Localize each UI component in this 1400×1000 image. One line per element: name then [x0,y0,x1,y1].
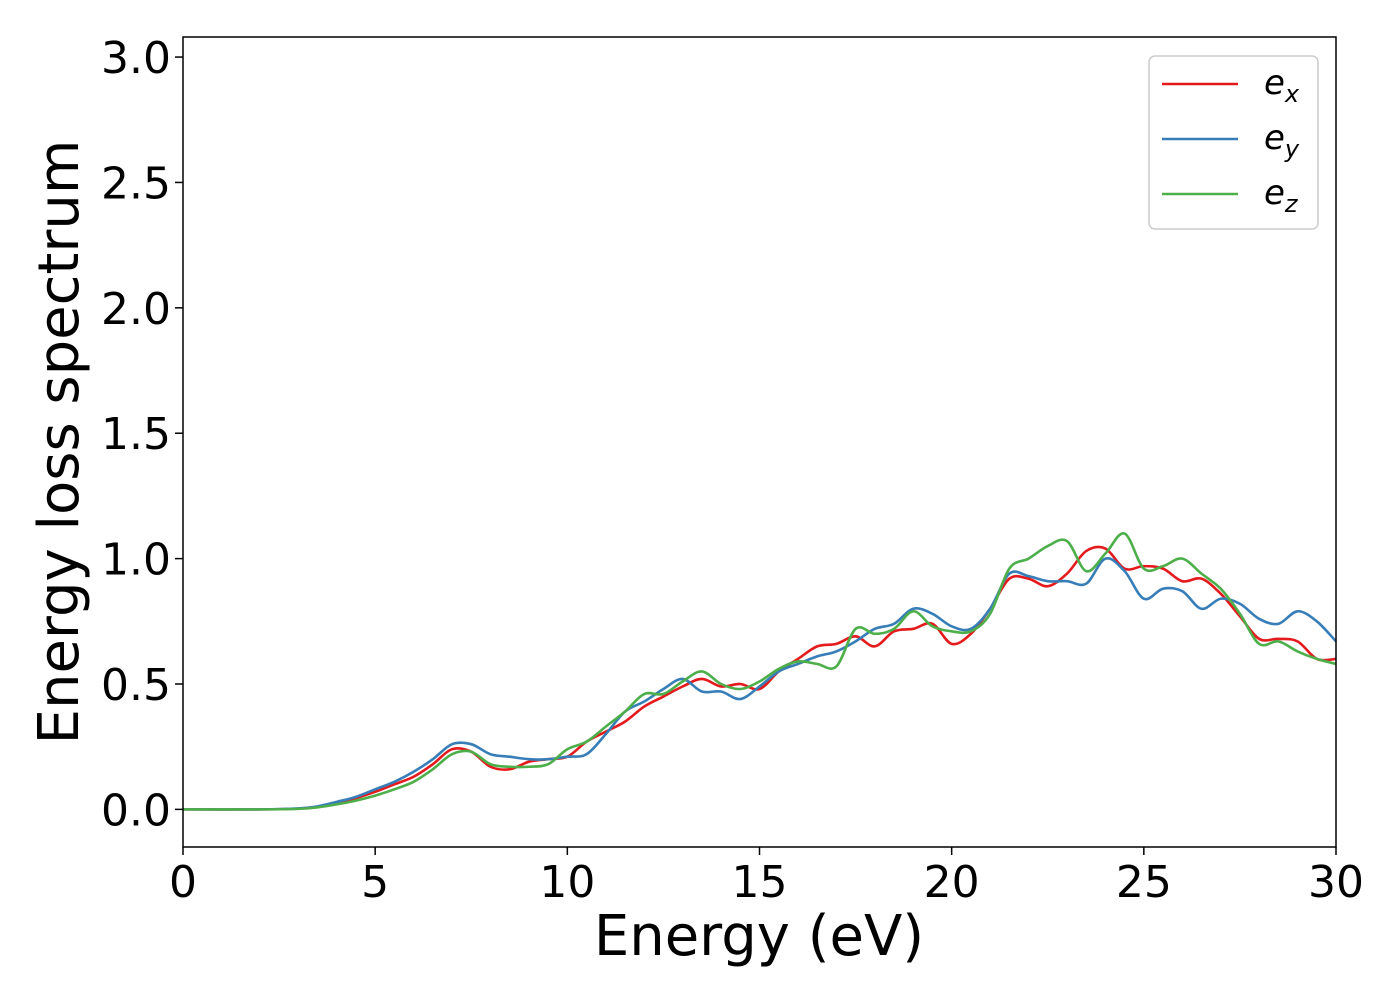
x-tick-label: 25 [1116,857,1172,908]
series-line-x [182,545,1337,811]
x-axis-title: Energy (eV) [594,904,924,969]
x-tick-label: 15 [732,857,788,908]
y-tick-label: 0.5 [101,660,171,711]
x-tick-label: 0 [169,857,197,908]
series-line-y [182,556,1337,811]
y-tick-label: 1.0 [101,535,171,586]
x-tick-label: 10 [539,857,595,908]
x-axis: 0 5 10 15 20 25 30 [169,847,1364,908]
x-tick-label: 5 [361,857,389,908]
y-tick-label: 2.0 [101,284,171,335]
y-axis: 0.0 0.5 1.0 1.5 2.0 2.5 3.0 [101,33,183,836]
y-tick-label: 1.5 [101,409,171,460]
y-tick-label: 2.5 [101,158,171,209]
series-line-z [182,532,1337,811]
x-tick-label: 30 [1308,857,1364,908]
y-axis-title: Energy loss spectrum [27,140,92,745]
x-tick-label: 20 [924,857,980,908]
y-tick-label: 3.0 [101,33,171,84]
legend-box [1148,55,1319,230]
y-tick-label: 0.0 [101,785,171,836]
series-layer [182,532,1337,811]
